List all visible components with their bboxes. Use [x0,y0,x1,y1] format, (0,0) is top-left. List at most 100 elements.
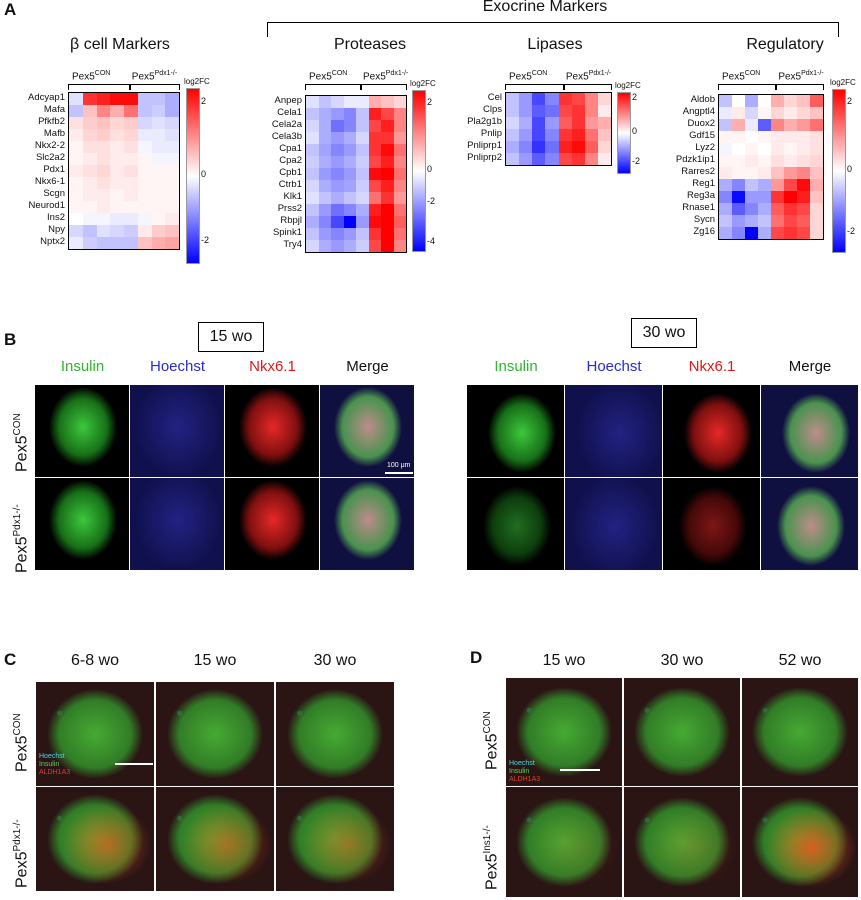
heatmap-cell [306,144,319,156]
heatmap-cell [393,144,406,156]
heatmap-cell [306,132,319,144]
heatmap-cell [82,201,97,213]
heatmap-grid-1 [305,95,407,253]
gene-label: Mafa [43,104,65,115]
gene-label: Rbpjl [280,215,302,226]
heatmap-cell [82,129,97,141]
heatmap-cell [343,156,356,168]
row-label-pex5-ko-c-sup: Pdx1-/- [12,819,23,852]
heatmap-cell [82,117,97,129]
heatmap-cell [82,141,97,153]
heatmap-cell [771,179,784,191]
heatmap-cell [519,105,533,117]
heatmap-cell [745,119,758,131]
heatmap-cell [745,191,758,203]
heatmap-cell [356,168,369,180]
heatmap-cell [381,120,394,132]
heatmap-title-2: Lipases [527,36,583,53]
heatmap-cell [318,132,331,144]
heatmap-cell [810,131,823,143]
gene-label: Pnliprp2 [467,152,502,163]
colorbar-tick: -2 [632,156,641,167]
heatmap-cell [784,155,797,167]
gene-labels-1: Anpep Cela1 Cela2a Cela3b Cpa1 Cpa2 Cpb1 Ctrb1 K… [242,95,302,251]
heatmap-cell [732,119,745,131]
heatmap-cell [124,165,138,177]
heatmap-cell [597,141,611,153]
heatmap-cell [558,93,572,105]
heatmap-cell [381,96,394,108]
channel-label-nkx61: Nkx6.1 [249,358,296,375]
heatmap-cell [151,129,166,141]
row-label-pex5-con-b-base: Pex5 [13,435,31,472]
heatmap-cell [137,105,152,117]
channel-label-hoechst: Hoechst [586,358,642,375]
group-ko-base: Pex5 [363,71,386,83]
micrograph-c-ko [156,787,274,891]
heatmap-cell [584,117,598,129]
gene-label: Klk1 [283,191,302,202]
micrograph-merge [761,478,858,570]
heatmap-cell [306,240,319,252]
heatmap-cell [368,216,381,228]
heatmap-cell [758,227,771,239]
heatmap-cell [381,228,394,240]
scale-bar-c [115,763,153,765]
heatmap-cell [110,117,124,129]
heatmap-cell [732,95,745,107]
heatmap-cell [393,168,406,180]
heatmap-cell [124,153,138,165]
heatmap-cell [381,192,394,204]
row-label-pex5-con-b-sup: CON [12,413,23,436]
heatmap-cell [719,227,732,239]
heatmap-cell [110,165,124,177]
gene-label: Cela3b [271,131,302,142]
heatmap-cell [110,105,124,117]
heatmap-cell [810,167,823,179]
group-label-ko: Pex5Pdx1-/- [132,70,177,82]
micrograph-d-ko [506,787,622,897]
micrograph-d-con [506,678,622,786]
heatmap-cell [558,117,572,129]
gene-label: Cela2a [271,119,302,130]
gene-label: Nkx6-1 [34,176,65,187]
heatmap-cell [318,240,331,252]
group-label-con: Pex5CON [722,70,760,82]
group-label-ko: Pex5Pdx1-/- [778,70,823,82]
heatmap-cell [368,240,381,252]
heatmap-cell [797,131,810,143]
heatmap-cell [558,129,572,141]
heatmap-cell [331,192,344,204]
heatmap-cell [96,237,111,249]
gene-label: Nkx2-2 [34,140,65,151]
heatmap-cell [506,153,520,165]
heatmap-cell [356,120,369,132]
heatmap-cell [519,93,533,105]
heatmap-cell [165,201,179,213]
time-label-d-1: 30 wo [660,652,704,669]
colorbar-2 [617,92,631,174]
heatmap-cell [318,156,331,168]
scale-bar-d [560,769,600,771]
group-con-base: Pex5 [722,71,745,83]
heatmap-cell [306,96,319,108]
heatmap-cell [532,117,546,129]
heatmap-cell [732,179,745,191]
heatmap-cell [343,132,356,144]
heatmap-cell [69,237,83,249]
heatmap-cell [69,201,83,213]
gene-label: Neurod1 [28,200,65,211]
heatmap-cell [784,227,797,239]
heatmap-cell [381,108,394,120]
colorbar-tick: 2 [201,95,207,106]
heatmap-cell [532,105,546,117]
heatmap-cell [506,141,520,153]
heatmap-cell [110,237,124,249]
heatmap-cell [69,117,83,129]
micrograph-nkx [225,478,319,570]
gene-labels-3: Aldob Angptl4 Duox2 Gdf15 Lyz2 Pdzk1ip1 Rarres… [655,94,715,238]
gene-label: Pdx1 [43,164,65,175]
colorbar-title: log2FC [410,79,436,88]
heatmap-cell [745,107,758,119]
heatmap-cell [331,204,344,216]
